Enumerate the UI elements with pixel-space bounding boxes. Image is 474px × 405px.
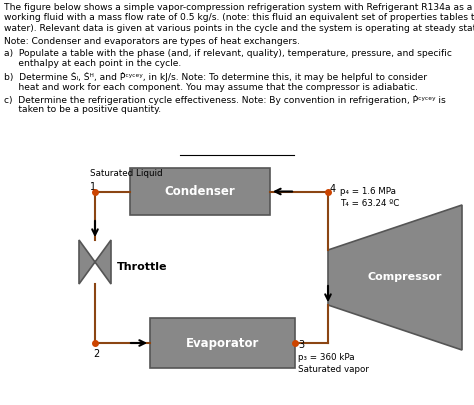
Text: p₃ = 360 kPa: p₃ = 360 kPa: [298, 353, 355, 362]
Bar: [150, 318, 295, 368]
Text: T₄ = 63.24 ºC: T₄ = 63.24 ºC: [340, 200, 400, 209]
Text: Saturated Liquid: Saturated Liquid: [90, 170, 163, 179]
Text: 2: 2: [93, 349, 99, 359]
Text: 3: 3: [298, 340, 304, 350]
Text: Condenser: Condenser: [164, 185, 236, 198]
Text: water). Relevant data is given at various points in the cycle and the system is : water). Relevant data is given at variou…: [4, 24, 474, 33]
Text: The figure below shows a simple vapor-compression refrigeration system with Refr: The figure below shows a simple vapor-co…: [4, 3, 473, 12]
Text: Throttle: Throttle: [117, 262, 167, 272]
Text: enthalpy at each point in the cycle.: enthalpy at each point in the cycle.: [4, 60, 181, 68]
Text: heat and work for each component. You may assume that the compressor is adiabati: heat and work for each component. You ma…: [4, 83, 418, 92]
Text: b)  Determine Ṡₗ, Ṡᴴ, and Ṗ̇ᶜʸᶜᵉʸ, in kJ/s. Note: To determine this, it may be h: b) Determine Ṡₗ, Ṡᴴ, and Ṗ̇ᶜʸᶜᵉʸ, in kJ/…: [4, 72, 427, 82]
Text: p₄ = 1.6 MPa: p₄ = 1.6 MPa: [340, 186, 396, 196]
Text: c)  Determine the refrigeration cycle effectiveness. Note: By convention in refr: c) Determine the refrigeration cycle eff…: [4, 95, 446, 105]
Text: Evaporator: Evaporator: [186, 337, 259, 350]
Text: taken to be a positive quantity.: taken to be a positive quantity.: [4, 105, 161, 115]
Text: Note: Condenser and evaporators are types of heat exchangers.: Note: Condenser and evaporators are type…: [4, 38, 300, 47]
Polygon shape: [79, 240, 111, 284]
Polygon shape: [328, 205, 462, 350]
Text: a)  Populate a table with the phase (and, if relevant, quality), temperature, pr: a) Populate a table with the phase (and,…: [4, 49, 452, 58]
Text: 4: 4: [330, 183, 336, 194]
Text: working fluid with a mass flow rate of 0.5 kg/s. (note: this fluid an equivalent: working fluid with a mass flow rate of 0…: [4, 13, 474, 23]
Text: 1: 1: [90, 181, 96, 192]
Text: Saturated vapor: Saturated vapor: [298, 365, 369, 374]
Text: Compressor: Compressor: [368, 273, 442, 283]
Bar: [130, 168, 270, 215]
